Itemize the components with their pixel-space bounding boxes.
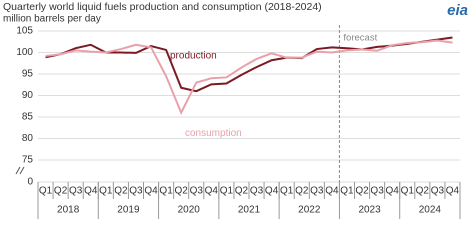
x-tick-label: Q3 [431,186,445,197]
x-tick-label: Q3 [190,186,204,197]
axis-break [15,166,25,175]
y-tick-label: 90 [22,90,34,101]
x-tick-label: Q3 [310,186,324,197]
x-tick-label: Q4 [205,186,219,197]
y-tick-label: 95 [22,69,34,80]
year-label: 2020 [178,205,201,216]
x-tick-label: Q2 [295,186,309,197]
y-tick-label: 75 [22,155,34,166]
x-tick-label: Q3 [129,186,143,197]
x-tick-label: Q4 [84,186,98,197]
y-tick-label: 100 [16,47,33,58]
x-tick-label: Q2 [175,186,189,197]
year-label: 2021 [238,205,261,216]
y-tick-label: 80 [22,133,34,144]
series-label: production [170,51,217,62]
chart-title: Quarterly world liquid fuels production … [3,1,322,13]
year-label: 2018 [57,205,80,216]
x-tick-label: Q2 [235,186,249,197]
x-tick-label: Q4 [265,186,279,197]
forecast-label: forecast [343,33,377,44]
x-tick-label: Q4 [325,186,339,197]
x-tick-label: Q4 [386,186,400,197]
x-tick-label: Q1 [39,186,53,197]
x-tick-label: Q4 [446,186,460,197]
x-tick-label: Q1 [159,186,173,197]
y-tick-label: 105 [16,26,33,37]
series-line [45,36,453,93]
x-tick-label: Q2 [54,186,68,197]
year-label: 2024 [419,205,442,216]
chart: Quarterly world liquid fuels production … [3,1,468,219]
x-tick-label: Q1 [401,186,415,197]
x-tick-label: Q2 [355,186,369,197]
x-tick-label: Q1 [220,186,234,197]
x-tick-label: Q4 [144,186,158,197]
y-tick-label: 0 [27,177,33,188]
x-tick-label: Q3 [69,186,83,197]
year-label: 2022 [298,205,321,216]
y-tick-label: 85 [22,112,34,123]
x-tick-label: Q1 [99,186,113,197]
x-tick-label: Q1 [280,186,294,197]
x-tick-label: Q1 [340,186,354,197]
chart-subtitle: million barrels per day [3,14,101,25]
year-label: 2023 [358,205,381,216]
x-tick-label: Q2 [114,186,128,197]
x-tick-label: Q3 [370,186,384,197]
x-tick-label: Q3 [250,186,264,197]
series-label: consumption [185,128,242,139]
logo: eia [447,2,468,19]
year-label: 2019 [117,205,140,216]
series-line [45,39,453,116]
x-tick-label: Q2 [416,186,430,197]
